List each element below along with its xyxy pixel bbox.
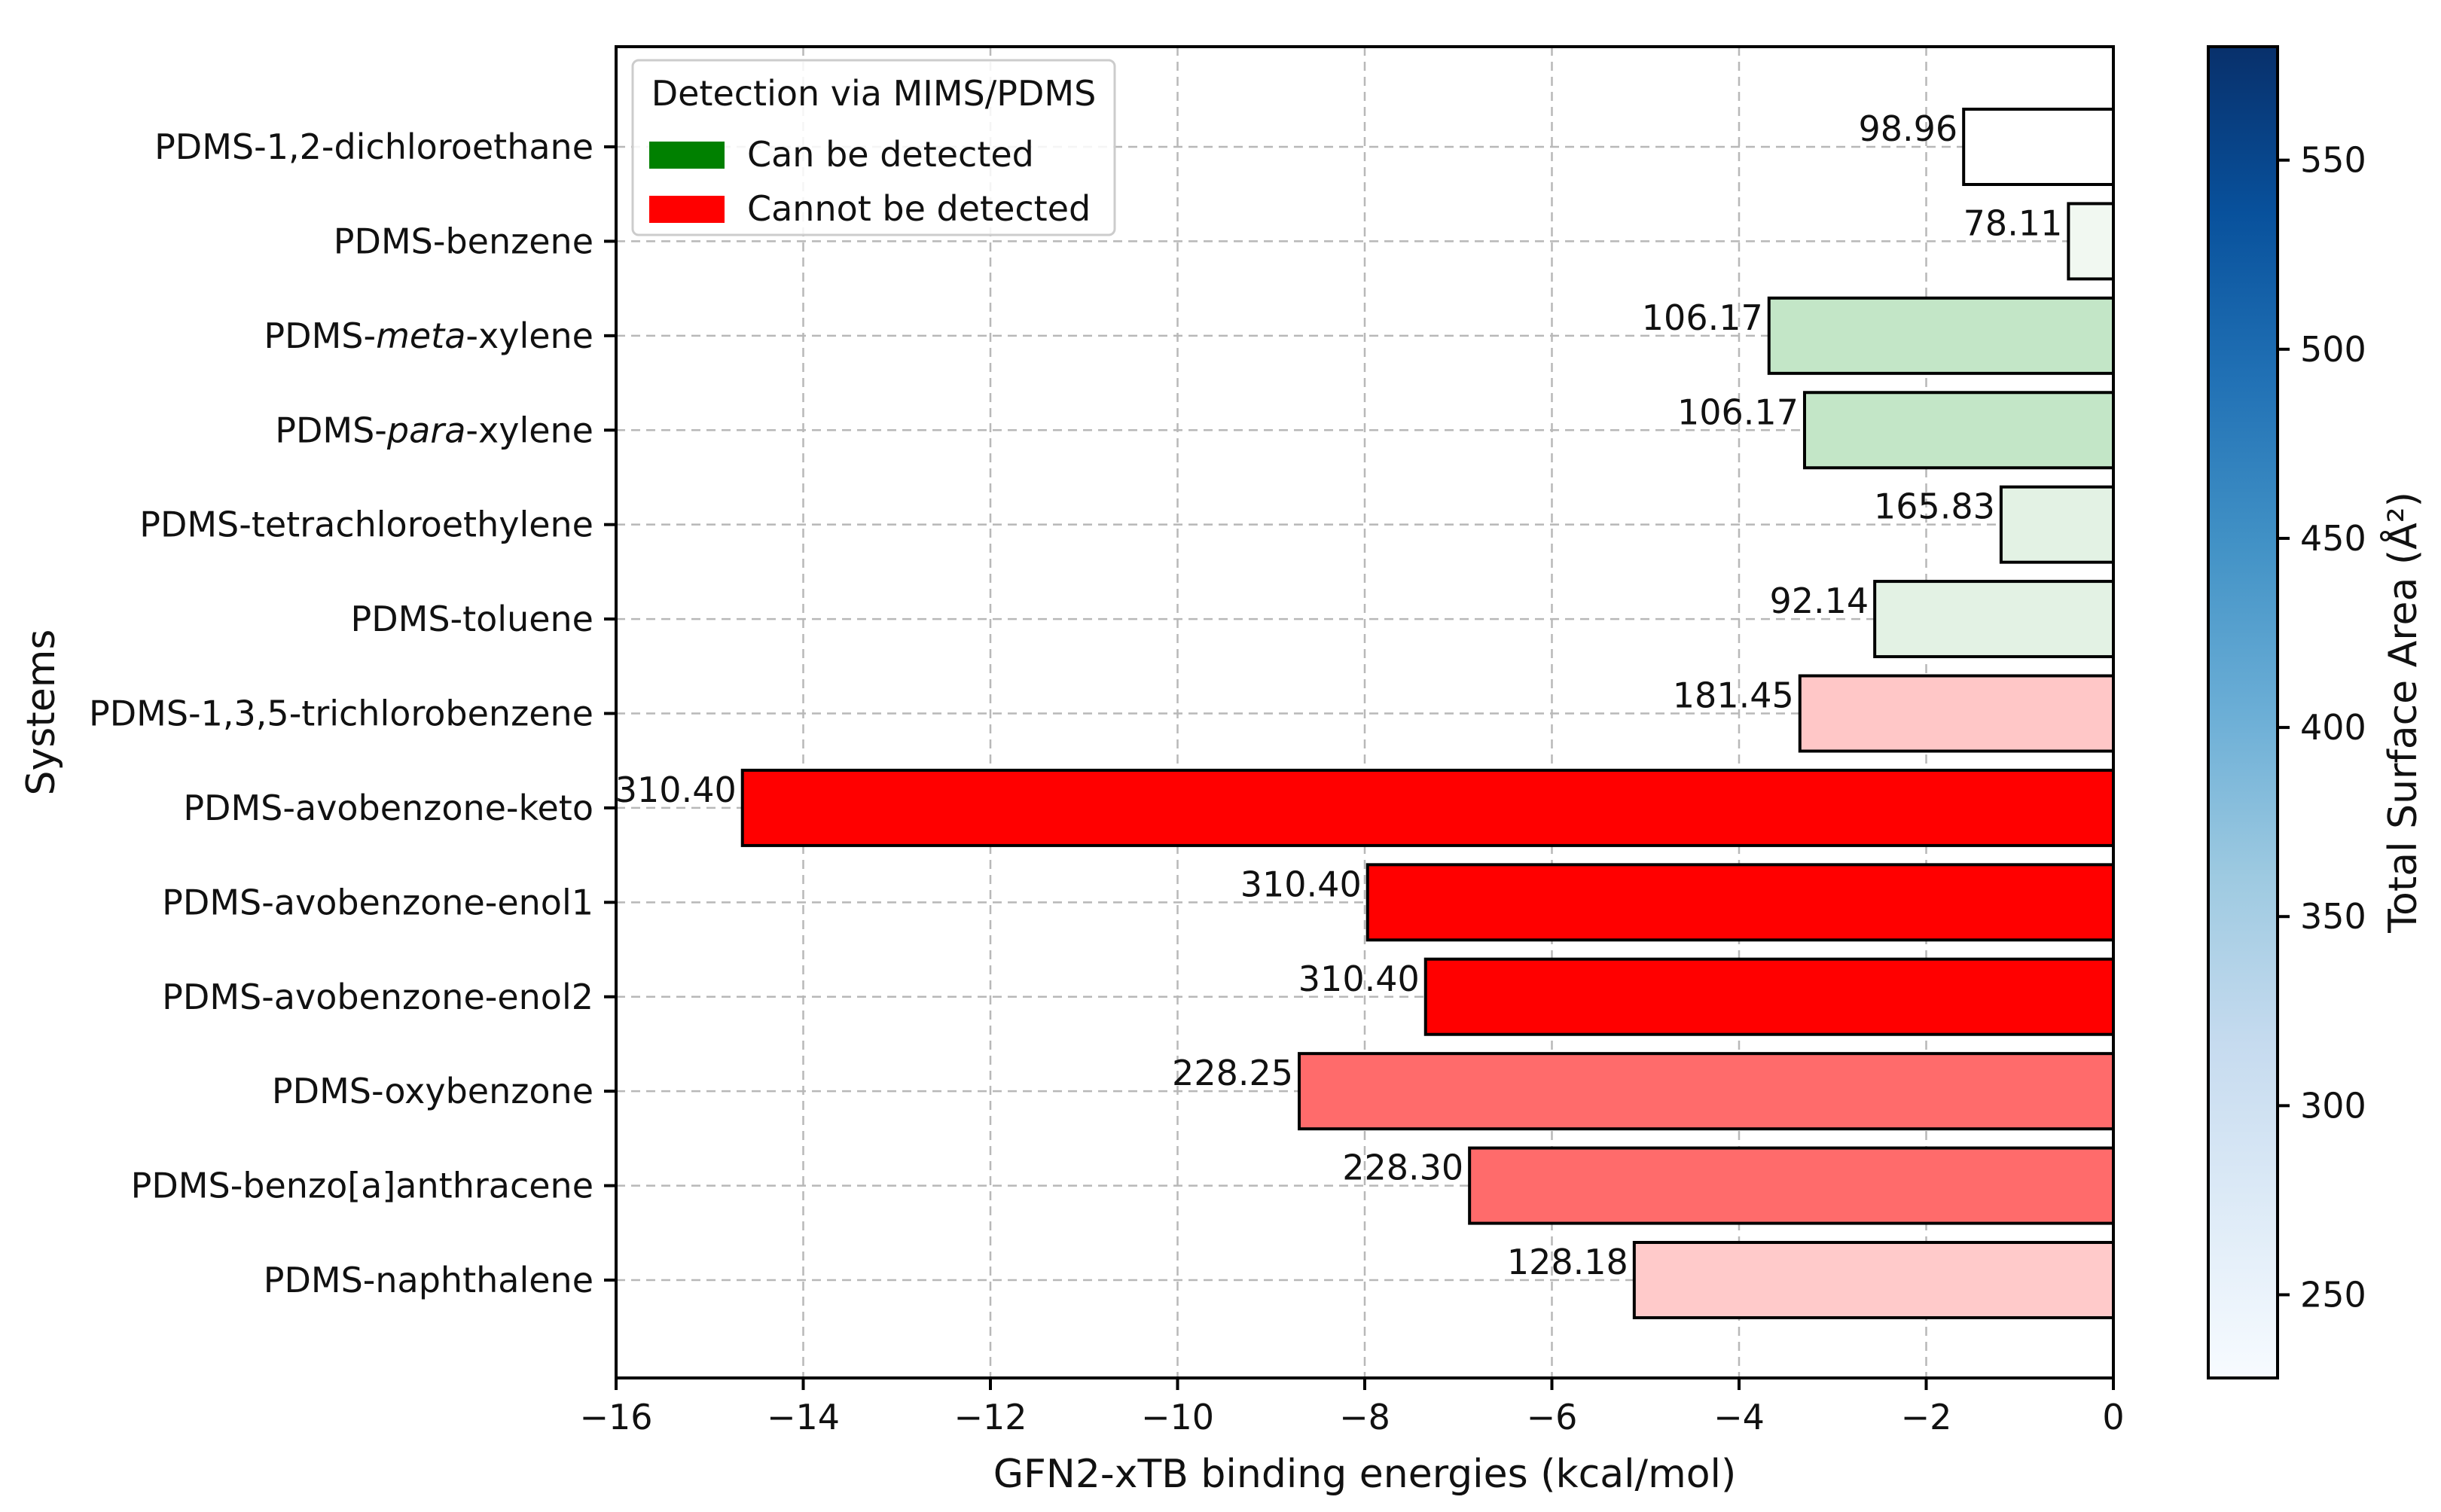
category-label-part: PDMS-tetrachloroethylene	[139, 505, 593, 545]
y-axis: PDMS-1,2-dichloroethane PDMS-benzene PDMS-…	[89, 127, 616, 1300]
category-label-part: -xylene	[465, 316, 593, 356]
x-tick-label: −16	[579, 1397, 652, 1437]
bar-pdms-naphthalene	[1632, 1241, 2116, 1319]
colorbar: 250 300 350 400 450 500 550 Total Surface Area…	[2207, 45, 2426, 1379]
x-tick-label: −4	[1713, 1397, 1765, 1437]
x-tick-label: −8	[1339, 1397, 1390, 1437]
category-label-part: PDMS-avobenzone-enol1	[162, 882, 593, 922]
colorbar-gradient	[2207, 45, 2279, 1379]
x-tick-label: −6	[1527, 1397, 1578, 1437]
bar-pdms-benzo-a-anthracene	[1468, 1146, 2116, 1225]
bar-pdms-avobenzone-enol2	[1423, 957, 2115, 1036]
bar-label-pdms-naphthalene: 128.18	[1507, 1242, 1628, 1282]
x-tick-label: −12	[954, 1397, 1027, 1437]
category-label-part: para	[386, 410, 466, 450]
bar-pdms-meta-xylene	[1767, 296, 2115, 375]
bar-pdms-benzene	[2067, 202, 2116, 281]
legend: Detection via MIMS/PDMS Can be detected …	[631, 59, 1116, 236]
bar-pdms-tetrachloroethylene	[1999, 485, 2115, 564]
bar-label-pdms-1-3-5-trichlorobenzene: 181.45	[1673, 675, 1794, 716]
category-label-pdms-meta-xylene: PDMS-meta-xylene	[264, 316, 593, 356]
x-tick-label: 0	[2102, 1397, 2124, 1437]
category-label-pdms-naphthalene: PDMS-naphthalene	[264, 1260, 593, 1300]
legend-swatch-can-be-detected	[649, 142, 725, 169]
category-label-part: PDMS-1,2-dichloroethane	[154, 127, 593, 167]
colorbar-tick-label: 550	[2300, 140, 2366, 181]
colorbar-tick-label: 300	[2300, 1085, 2366, 1126]
bar-pdms-avobenzone-keto	[740, 768, 2115, 847]
colorbar-tick-label: 450	[2300, 518, 2366, 559]
category-label-part: PDMS-1,3,5-trichlorobenzene	[89, 694, 593, 734]
bar-label-pdms-tetrachloroethylene: 165.83	[1874, 486, 1995, 527]
category-label-pdms-toluene: PDMS-toluene	[350, 599, 593, 639]
category-label-pdms-benzene: PDMS-benzene	[334, 221, 593, 261]
category-label-pdms-1-2-dichloroethane: PDMS-1,2-dichloroethane	[154, 127, 593, 167]
legend-label-cannot-be-detected: Cannot be detected	[747, 188, 1091, 229]
category-label-pdms-avobenzone-enol1: PDMS-avobenzone-enol1	[162, 882, 593, 922]
colorbar-tick-label: 400	[2300, 707, 2366, 748]
x-axis: −16 −14 −12 −10 −8 −6 −4 −2 0	[579, 1378, 2125, 1437]
legend-box	[631, 59, 1116, 236]
legend-title: Detection via MIMS/PDMS	[651, 73, 1097, 114]
y-axis-title: Systems	[19, 629, 64, 796]
category-label-pdms-para-xylene: PDMS-para-xylene	[275, 410, 593, 450]
bar-label-pdms-benzo-a-anthracene: 228.30	[1342, 1148, 1463, 1188]
colorbar-title: Total Surface Area (Å²)	[2379, 492, 2426, 934]
bar-label-pdms-meta-xylene: 106.17	[1642, 297, 1763, 338]
x-axis-title: GFN2-xTB binding energies (kcal/mol)	[993, 1452, 1737, 1497]
bar-label-pdms-avobenzone-enol2: 310.40	[1298, 959, 1420, 999]
category-label-part: meta	[376, 316, 465, 356]
category-label-part: PDMS-benzo[a]anthracene	[131, 1166, 593, 1206]
colorbar-tick-label: 350	[2300, 896, 2366, 937]
bar-label-pdms-avobenzone-keto: 310.40	[615, 770, 737, 810]
category-label-pdms-avobenzone-keto: PDMS-avobenzone-keto	[183, 788, 593, 828]
category-label-pdms-oxybenzone: PDMS-oxybenzone	[272, 1071, 593, 1111]
x-tick-label: −10	[1141, 1397, 1214, 1437]
category-label-part: PDMS-oxybenzone	[272, 1071, 593, 1111]
legend-label-can-be-detected: Can be detected	[747, 134, 1034, 175]
legend-swatch-cannot-be-detected	[649, 196, 725, 223]
bar-label-pdms-toluene: 92.14	[1769, 581, 1869, 621]
category-label-part: PDMS-benzene	[334, 221, 593, 261]
category-label-pdms-1-3-5-trichlorobenzene: PDMS-1,3,5-trichlorobenzene	[89, 694, 593, 734]
bar-label-pdms-avobenzone-enol1: 310.40	[1240, 864, 1362, 904]
bar-pdms-1-3-5-trichlorobenzene	[1798, 674, 2115, 753]
category-label-part: PDMS-avobenzone-enol2	[162, 977, 593, 1017]
category-label-part: PDMS-naphthalene	[264, 1260, 593, 1300]
bar-pdms-toluene	[1873, 580, 2116, 659]
category-label-pdms-avobenzone-enol2: PDMS-avobenzone-enol2	[162, 977, 593, 1017]
colorbar-tick-label: 500	[2300, 329, 2366, 370]
colorbar-ticks: 250 300 350 400 450 500 550	[2278, 140, 2366, 1315]
category-label-part: PDMS-toluene	[350, 599, 593, 639]
category-label-part: PDMS-	[264, 316, 376, 356]
category-label-pdms-benzo-a-anthracene: PDMS-benzo[a]anthracene	[131, 1166, 593, 1206]
bar-pdms-para-xylene	[1802, 391, 2116, 470]
x-tick-label: −14	[767, 1397, 840, 1437]
bar-label-pdms-1-2-dichloroethane: 98.96	[1858, 108, 1957, 149]
colorbar-tick-label: 250	[2300, 1275, 2366, 1315]
bar-label-pdms-oxybenzone: 228.25	[1172, 1053, 1293, 1093]
bar-label-pdms-para-xylene: 106.17	[1677, 392, 1799, 432]
category-label-pdms-tetrachloroethylene: PDMS-tetrachloroethylene	[139, 505, 593, 545]
bars-layer: 98.96 78.11 106.17 106.17 165.83 92.14 181.45 3…	[615, 108, 2116, 1319]
bar-pdms-1-2-dichloroethane	[1962, 108, 2115, 186]
x-tick-label: −2	[1901, 1397, 1952, 1437]
category-label-part: PDMS-avobenzone-keto	[183, 788, 593, 828]
bar-label-pdms-benzene: 78.11	[1963, 203, 2063, 243]
bar-pdms-oxybenzone	[1298, 1052, 2115, 1131]
bar-pdms-avobenzone-enol1	[1365, 863, 2116, 942]
category-label-part: -xylene	[465, 410, 593, 450]
category-label-part: PDMS-	[275, 410, 387, 450]
